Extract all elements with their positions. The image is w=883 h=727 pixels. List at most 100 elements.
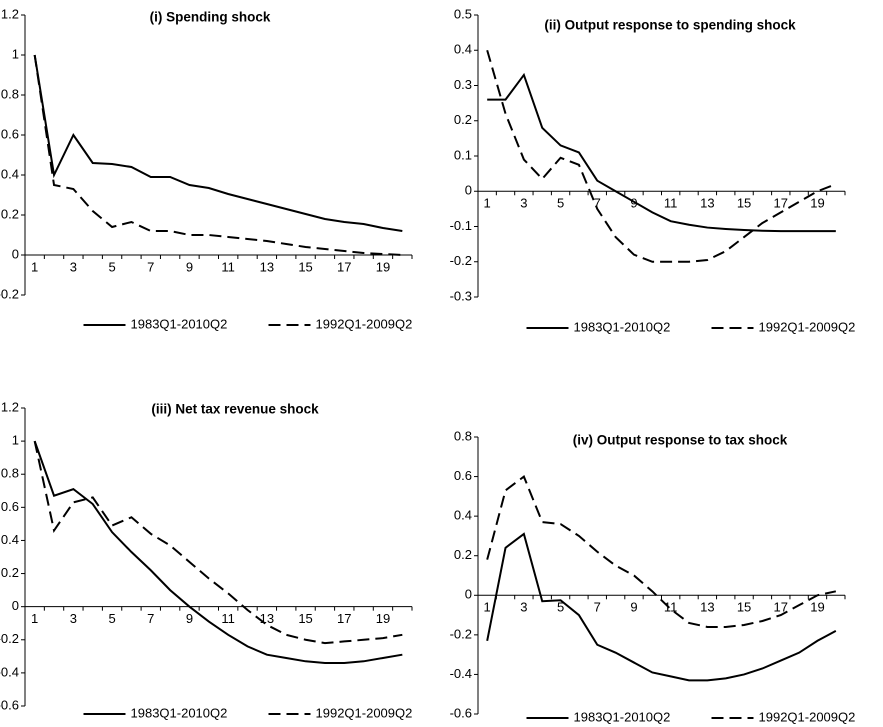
series-line bbox=[486, 532, 837, 682]
y-tick-label: 0 bbox=[12, 246, 19, 261]
y-tick-label: 0.2 bbox=[1, 565, 19, 580]
y-tick-label: 1 bbox=[12, 433, 19, 448]
panel: (iii) Net tax revenue shock -0.6 -0.4 -0.2 0… bbox=[0, 399, 413, 720]
series-line bbox=[33, 440, 403, 664]
x-tick-label: 17 bbox=[774, 196, 788, 211]
x-tick-label: 9 bbox=[186, 611, 193, 626]
chart-title: (iii) Net tax revenue shock bbox=[151, 402, 319, 417]
y-tick-label: 0.8 bbox=[1, 86, 19, 101]
panel: (i) Spending shock -0.2 0 0.2 0.4 0.6 0.8 1 1.2 1… bbox=[0, 6, 413, 331]
x-tick-label: 13 bbox=[260, 259, 274, 274]
legend-label: 1992Q1-2009Q2 bbox=[759, 319, 856, 334]
x-tick-label: 5 bbox=[108, 611, 115, 626]
x-tick-label: 13 bbox=[700, 600, 714, 615]
y-tick-label: -0.2 bbox=[0, 286, 19, 301]
x-tick-label: 9 bbox=[186, 259, 193, 274]
legend-label: 1983Q1-2010Q2 bbox=[574, 319, 671, 334]
y-tick-label: 0.2 bbox=[1, 206, 19, 221]
panel: (iv) Output response to tax shock -0.6 -0.… bbox=[450, 428, 856, 724]
x-tick-label: 5 bbox=[557, 196, 564, 211]
x-tick-label: 7 bbox=[147, 259, 154, 274]
x-tick-label: 11 bbox=[664, 196, 678, 211]
y-tick-label: -0.2 bbox=[450, 253, 472, 268]
series-line bbox=[33, 54, 403, 256]
x-tick-label: 19 bbox=[376, 611, 390, 626]
y-tick-label: -0.2 bbox=[450, 626, 472, 641]
legend-label: 1983Q1-2010Q2 bbox=[131, 705, 228, 720]
y-tick-label: -0.4 bbox=[450, 666, 472, 681]
y-tick-label: -0.4 bbox=[0, 664, 19, 679]
x-tick-label: 17 bbox=[337, 259, 351, 274]
x-tick-label: 17 bbox=[337, 611, 351, 626]
y-tick-label: 0.4 bbox=[1, 166, 19, 181]
legend-label: 1992Q1-2009Q2 bbox=[316, 316, 413, 331]
y-tick-label: -0.3 bbox=[450, 288, 472, 303]
x-tick-label: 3 bbox=[70, 259, 77, 274]
chart-title: (ii) Output response to spending shock bbox=[544, 18, 796, 33]
series-line bbox=[487, 72, 836, 233]
x-tick-label: 5 bbox=[557, 600, 564, 615]
x-tick-label: 7 bbox=[594, 600, 601, 615]
y-tick-label: -0.2 bbox=[0, 631, 19, 646]
x-tick-label: 15 bbox=[737, 600, 751, 615]
y-tick-label: -0.6 bbox=[0, 697, 19, 712]
x-tick-label: 11 bbox=[221, 611, 235, 626]
y-tick-label: 0 bbox=[465, 587, 472, 602]
x-tick-label: 15 bbox=[298, 259, 312, 274]
y-tick-label: 0.8 bbox=[454, 428, 472, 443]
x-tick-label: 3 bbox=[520, 196, 527, 211]
x-tick-label: 15 bbox=[737, 196, 751, 211]
x-tick-label: 7 bbox=[594, 196, 601, 211]
x-tick-label: 5 bbox=[108, 259, 115, 274]
panel: (ii) Output response to spending shock -0… bbox=[450, 6, 856, 334]
x-tick-label: 13 bbox=[260, 611, 274, 626]
y-tick-label: 0.8 bbox=[1, 466, 19, 481]
x-tick-label: 1 bbox=[484, 196, 491, 211]
x-tick-label: 3 bbox=[70, 611, 77, 626]
x-tick-label: 7 bbox=[147, 611, 154, 626]
chart-title: (i) Spending shock bbox=[150, 10, 271, 25]
x-tick-label: 1 bbox=[31, 611, 38, 626]
legend-label: 1992Q1-2009Q2 bbox=[759, 709, 856, 724]
legend-label: 1992Q1-2009Q2 bbox=[316, 705, 413, 720]
y-tick-label: 0.4 bbox=[454, 42, 472, 57]
y-tick-label: 0.2 bbox=[454, 547, 472, 562]
y-tick-label: 1.2 bbox=[1, 6, 19, 21]
y-tick-label: -0.6 bbox=[450, 705, 472, 720]
y-tick-label: 0.3 bbox=[454, 77, 472, 92]
y-tick-label: 1.2 bbox=[1, 399, 19, 414]
x-tick-label: 19 bbox=[810, 600, 824, 615]
x-tick-label: 3 bbox=[520, 600, 527, 615]
y-tick-label: 0.1 bbox=[454, 147, 472, 162]
x-tick-label: 17 bbox=[774, 600, 788, 615]
legend-label: 1983Q1-2010Q2 bbox=[574, 709, 671, 724]
y-tick-label: 0 bbox=[465, 183, 472, 198]
series-line bbox=[33, 54, 403, 232]
x-tick-label: 13 bbox=[700, 196, 714, 211]
series-line bbox=[486, 49, 837, 263]
y-tick-label: 0.6 bbox=[454, 468, 472, 483]
y-tick-label: 0.6 bbox=[1, 499, 19, 514]
x-tick-label: 11 bbox=[221, 259, 235, 274]
y-tick-label: 0 bbox=[12, 598, 19, 613]
x-tick-label: 15 bbox=[298, 611, 312, 626]
y-tick-label: 1 bbox=[12, 46, 19, 61]
y-tick-label: 0.5 bbox=[454, 6, 472, 21]
y-tick-label: -0.1 bbox=[450, 218, 472, 233]
y-tick-label: 0.6 bbox=[1, 126, 19, 141]
x-tick-label: 9 bbox=[630, 196, 637, 211]
y-tick-label: 0.2 bbox=[454, 112, 472, 127]
series-line bbox=[486, 474, 837, 628]
y-tick-label: 0.4 bbox=[1, 532, 19, 547]
series-line bbox=[33, 440, 403, 645]
x-tick-label: 19 bbox=[810, 196, 824, 211]
chart-title: (iv) Output response to tax shock bbox=[573, 433, 788, 448]
legend-label: 1983Q1-2010Q2 bbox=[131, 316, 228, 331]
x-tick-label: 1 bbox=[31, 259, 38, 274]
x-tick-label: 1 bbox=[484, 600, 491, 615]
x-tick-label: 9 bbox=[630, 600, 637, 615]
x-tick-label: 19 bbox=[376, 259, 390, 274]
x-tick-label: 11 bbox=[664, 600, 678, 615]
